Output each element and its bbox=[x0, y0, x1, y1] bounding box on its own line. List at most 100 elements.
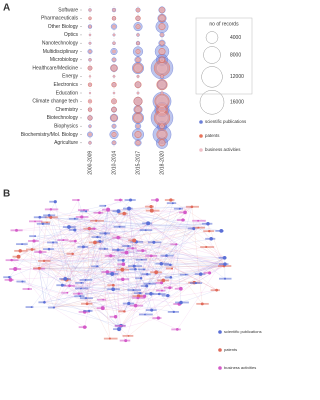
network-edge bbox=[20, 250, 145, 297]
network-edge bbox=[67, 223, 149, 293]
bubble bbox=[156, 79, 168, 91]
network-node bbox=[124, 339, 128, 343]
network-edge bbox=[107, 209, 143, 251]
bubble bbox=[156, 112, 168, 124]
network-edge bbox=[35, 227, 199, 237]
network-node bbox=[49, 215, 53, 219]
bubble bbox=[159, 140, 165, 146]
bubble bbox=[136, 24, 140, 29]
legend-swatch bbox=[218, 348, 222, 352]
y-tick-label: Optics bbox=[64, 32, 79, 38]
network-edge bbox=[38, 268, 45, 303]
size-legend-label: 8000 bbox=[230, 52, 241, 58]
network-edge bbox=[89, 248, 133, 312]
network-node-label bbox=[135, 277, 142, 280]
network-edge bbox=[34, 206, 192, 242]
bubble bbox=[158, 131, 166, 138]
network-node bbox=[119, 198, 122, 202]
network-node-label bbox=[166, 202, 177, 205]
network-edge bbox=[177, 257, 225, 330]
network-node bbox=[105, 270, 110, 274]
network-edge bbox=[132, 227, 199, 249]
bubble bbox=[136, 124, 140, 128]
network-edge bbox=[135, 199, 158, 306]
network-node bbox=[124, 250, 129, 255]
network-edge bbox=[118, 272, 157, 330]
network-node-label bbox=[69, 240, 77, 243]
network-node bbox=[52, 241, 55, 244]
bubble bbox=[88, 58, 92, 62]
network-node-label bbox=[40, 221, 51, 224]
network-edge bbox=[81, 216, 217, 291]
network-node-label bbox=[203, 272, 211, 274]
bubble bbox=[88, 83, 92, 87]
bubble bbox=[112, 8, 116, 12]
network-edge bbox=[50, 217, 173, 269]
bubble bbox=[132, 111, 144, 124]
network-edge bbox=[86, 242, 96, 304]
network-edge bbox=[78, 285, 114, 294]
network-edge bbox=[66, 242, 154, 280]
network-edge bbox=[132, 248, 152, 311]
network-node bbox=[121, 277, 125, 282]
network-edge bbox=[53, 307, 122, 326]
network-edge bbox=[128, 208, 163, 291]
network-node bbox=[27, 287, 30, 291]
network-edge bbox=[118, 329, 126, 341]
bubble bbox=[160, 33, 164, 37]
network-node-label bbox=[117, 263, 125, 266]
network-node bbox=[120, 267, 125, 272]
network-node bbox=[149, 208, 154, 213]
network-edge bbox=[34, 240, 226, 265]
network-edge bbox=[151, 255, 217, 291]
network-node bbox=[82, 245, 85, 249]
network-edge bbox=[86, 211, 208, 224]
network-node-label bbox=[29, 235, 36, 238]
bubble bbox=[135, 7, 141, 13]
x-tick-label: 2000-2009 bbox=[87, 151, 93, 175]
network-node bbox=[149, 292, 153, 296]
bubble bbox=[111, 106, 117, 113]
network-node bbox=[18, 249, 22, 253]
network-node bbox=[106, 207, 111, 212]
y-tick-label: Climate change tech bbox=[32, 99, 78, 105]
network-edge bbox=[11, 259, 148, 275]
network-edge bbox=[166, 244, 177, 256]
network-node bbox=[132, 264, 136, 268]
network-node bbox=[149, 254, 153, 258]
network-node bbox=[145, 273, 149, 276]
network-edge bbox=[105, 233, 210, 274]
bubble bbox=[111, 106, 117, 113]
panel-label: A bbox=[3, 3, 10, 14]
network-node bbox=[143, 268, 145, 271]
network-edge bbox=[44, 242, 54, 303]
bubble bbox=[88, 8, 92, 12]
bubble bbox=[135, 132, 141, 137]
network-edge bbox=[44, 302, 125, 312]
network-edge bbox=[124, 208, 181, 312]
size-legend-circle bbox=[203, 46, 221, 64]
y-tick-label: Agriculture bbox=[54, 140, 78, 146]
bubble bbox=[112, 75, 116, 78]
legend-swatch bbox=[199, 148, 203, 152]
network-edge bbox=[200, 257, 225, 275]
network-node-label bbox=[3, 276, 12, 279]
bubble bbox=[88, 141, 92, 145]
network-edge bbox=[10, 265, 225, 281]
legend-swatch bbox=[199, 120, 203, 124]
bubble bbox=[132, 128, 144, 141]
network-node-label bbox=[80, 210, 87, 213]
network-node-label bbox=[96, 307, 105, 310]
network-node-label bbox=[156, 289, 166, 292]
size-legend-label: 16000 bbox=[230, 100, 244, 106]
network-node bbox=[159, 261, 164, 266]
network-node bbox=[119, 324, 122, 328]
network-edge bbox=[118, 268, 173, 330]
bubble bbox=[159, 24, 165, 30]
network-edge bbox=[99, 241, 111, 339]
network-edge bbox=[87, 295, 139, 304]
network-node bbox=[149, 204, 153, 209]
network-edge bbox=[50, 217, 226, 265]
network-edge bbox=[104, 209, 109, 249]
network-edge bbox=[50, 199, 131, 218]
